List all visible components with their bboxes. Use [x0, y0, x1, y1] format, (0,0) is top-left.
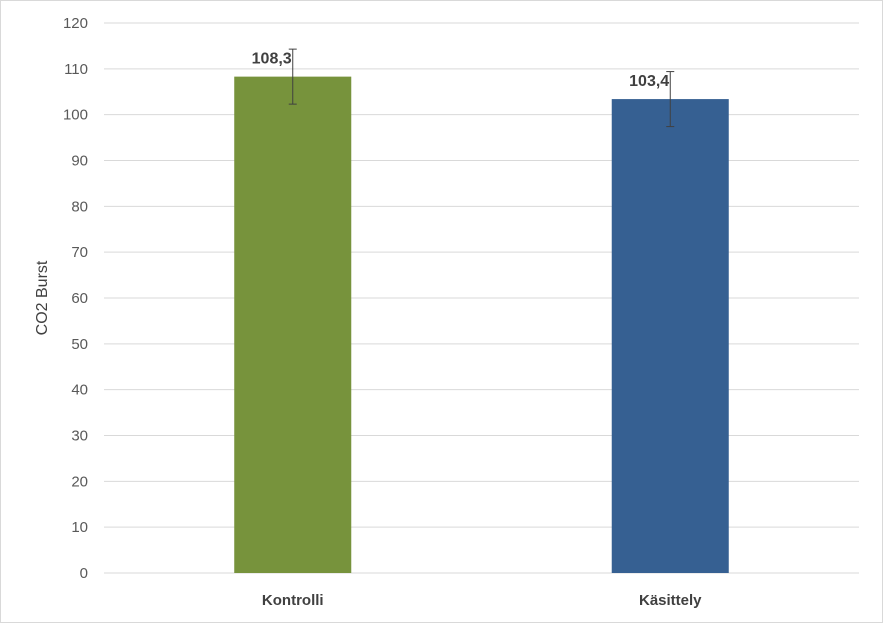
- error-bars: [288, 48, 675, 128]
- category-label-0: Kontrolli: [262, 592, 324, 609]
- y-tick-label: 110: [64, 61, 88, 78]
- y-tick-label: 30: [71, 428, 88, 445]
- category-label-1: Käsittely: [639, 592, 702, 609]
- y-tick-label: 0: [80, 565, 88, 582]
- y-tick-label: 20: [71, 473, 88, 490]
- error-bar-1: [666, 71, 675, 128]
- y-tick-label: 60: [71, 290, 88, 307]
- y-tick-label: 120: [63, 15, 88, 32]
- bar-1: [611, 99, 729, 573]
- gridlines: [104, 22, 859, 574]
- y-tick-label: 10: [71, 519, 88, 536]
- y-tick-label: 50: [71, 336, 88, 353]
- data-labels: 108,3 103,4: [252, 51, 670, 90]
- bars: [234, 76, 729, 573]
- y-tick-label: 90: [71, 153, 88, 170]
- data-label-1: 103,4: [629, 73, 669, 90]
- bar-0: [234, 76, 352, 573]
- error-bar-0: [288, 48, 297, 105]
- y-tick-label: 100: [63, 107, 88, 124]
- y-tick-label: 40: [71, 382, 88, 399]
- x-axis-categories: Kontrolli Käsittely: [262, 592, 702, 609]
- y-axis-title: CO2 Burst: [34, 260, 51, 335]
- y-axis-ticks: 0 10 20 30 40 50 60 70 80 90 100 110 120: [63, 15, 88, 582]
- y-tick-label: 70: [71, 244, 88, 261]
- y-tick-label: 80: [71, 198, 88, 215]
- data-label-0: 108,3: [252, 51, 292, 68]
